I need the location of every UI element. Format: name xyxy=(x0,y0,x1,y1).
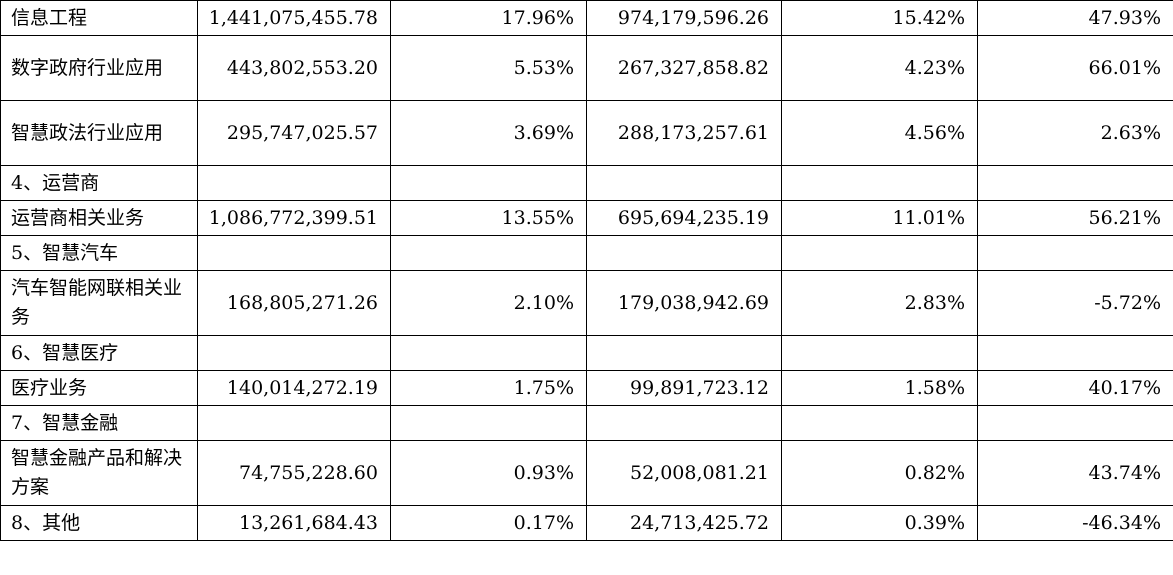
cost-pct-cell: 15.42% xyxy=(781,0,978,36)
change-cell: -5.72% xyxy=(977,270,1173,336)
table-row: 智慧政法行业应用 295,747,025.57 3.69% 288,173,25… xyxy=(0,100,1173,166)
section-header-row: 4、运营商 xyxy=(0,165,1173,201)
revenue-pct-cell: 0.17% xyxy=(390,505,587,541)
cost-pct-cell: 11.01% xyxy=(781,200,978,236)
revenue-cell xyxy=(197,165,391,201)
revenue-cell: 1,441,075,455.78 xyxy=(197,0,391,36)
financial-table: 信息工程 1,441,075,455.78 17.96% 974,179,596… xyxy=(0,0,1173,541)
revenue-cell: 140,014,272.19 xyxy=(197,370,391,406)
change-cell xyxy=(977,405,1173,441)
change-cell xyxy=(977,235,1173,271)
revenue-cell xyxy=(197,335,391,371)
revenue-pct-cell: 13.55% xyxy=(390,200,587,236)
cost-pct-cell: 1.58% xyxy=(781,370,978,406)
change-cell: -46.34% xyxy=(977,505,1173,541)
change-cell: 56.21% xyxy=(977,200,1173,236)
table-row: 8、其他 13,261,684.43 0.17% 24,713,425.72 0… xyxy=(0,505,1173,541)
change-cell: 47.93% xyxy=(977,0,1173,36)
revenue-pct-cell: 5.53% xyxy=(390,35,587,101)
cost-cell xyxy=(586,405,782,441)
section-label: 7、智慧金融 xyxy=(0,405,198,441)
section-label: 6、智慧医疗 xyxy=(0,335,198,371)
change-cell: 2.63% xyxy=(977,100,1173,166)
row-label: 信息工程 xyxy=(0,0,198,36)
cost-pct-cell: 0.82% xyxy=(781,440,978,506)
row-label: 运营商相关业务 xyxy=(0,200,198,236)
revenue-cell: 74,755,228.60 xyxy=(197,440,391,506)
revenue-pct-cell xyxy=(390,335,587,371)
revenue-pct-cell: 3.69% xyxy=(390,100,587,166)
row-label: 汽车智能网联相关业务 xyxy=(0,270,198,336)
row-label: 智慧金融产品和解决方案 xyxy=(0,440,198,506)
cost-pct-cell xyxy=(781,165,978,201)
revenue-pct-cell xyxy=(390,405,587,441)
revenue-cell: 443,802,553.20 xyxy=(197,35,391,101)
cost-pct-cell: 4.56% xyxy=(781,100,978,166)
cost-cell: 52,008,081.21 xyxy=(586,440,782,506)
row-label: 医疗业务 xyxy=(0,370,198,406)
cost-pct-cell: 4.23% xyxy=(781,35,978,101)
cost-pct-cell xyxy=(781,405,978,441)
revenue-cell: 168,805,271.26 xyxy=(197,270,391,336)
table-row: 医疗业务 140,014,272.19 1.75% 99,891,723.12 … xyxy=(0,370,1173,406)
cost-cell: 974,179,596.26 xyxy=(586,0,782,36)
change-cell xyxy=(977,335,1173,371)
cost-pct-cell xyxy=(781,335,978,371)
cost-cell xyxy=(586,235,782,271)
section-header-row: 5、智慧汽车 xyxy=(0,235,1173,271)
row-label: 数字政府行业应用 xyxy=(0,35,198,101)
table-row: 汽车智能网联相关业务 168,805,271.26 2.10% 179,038,… xyxy=(0,270,1173,336)
row-label: 8、其他 xyxy=(0,505,198,541)
cost-pct-cell xyxy=(781,235,978,271)
revenue-pct-cell: 17.96% xyxy=(390,0,587,36)
cost-cell: 695,694,235.19 xyxy=(586,200,782,236)
cost-cell xyxy=(586,165,782,201)
section-label: 5、智慧汽车 xyxy=(0,235,198,271)
revenue-cell xyxy=(197,405,391,441)
cost-cell: 179,038,942.69 xyxy=(586,270,782,336)
revenue-pct-cell: 2.10% xyxy=(390,270,587,336)
cost-pct-cell: 0.39% xyxy=(781,505,978,541)
change-cell: 40.17% xyxy=(977,370,1173,406)
cost-pct-cell: 2.83% xyxy=(781,270,978,336)
cost-cell: 288,173,257.61 xyxy=(586,100,782,166)
section-header-row: 7、智慧金融 xyxy=(0,405,1173,441)
table-row: 运营商相关业务 1,086,772,399.51 13.55% 695,694,… xyxy=(0,200,1173,236)
revenue-cell xyxy=(197,235,391,271)
revenue-cell: 295,747,025.57 xyxy=(197,100,391,166)
section-label: 4、运营商 xyxy=(0,165,198,201)
change-cell: 43.74% xyxy=(977,440,1173,506)
cost-cell: 267,327,858.82 xyxy=(586,35,782,101)
revenue-pct-cell: 0.93% xyxy=(390,440,587,506)
cost-cell: 24,713,425.72 xyxy=(586,505,782,541)
revenue-pct-cell: 1.75% xyxy=(390,370,587,406)
table-row: 数字政府行业应用 443,802,553.20 5.53% 267,327,85… xyxy=(0,35,1173,101)
revenue-cell: 1,086,772,399.51 xyxy=(197,200,391,236)
section-header-row: 6、智慧医疗 xyxy=(0,335,1173,371)
cost-cell xyxy=(586,335,782,371)
change-cell xyxy=(977,165,1173,201)
revenue-pct-cell xyxy=(390,165,587,201)
table-row: 信息工程 1,441,075,455.78 17.96% 974,179,596… xyxy=(0,0,1173,36)
change-cell: 66.01% xyxy=(977,35,1173,101)
revenue-cell: 13,261,684.43 xyxy=(197,505,391,541)
cost-cell: 99,891,723.12 xyxy=(586,370,782,406)
row-label: 智慧政法行业应用 xyxy=(0,100,198,166)
revenue-pct-cell xyxy=(390,235,587,271)
table-row: 智慧金融产品和解决方案 74,755,228.60 0.93% 52,008,0… xyxy=(0,440,1173,506)
